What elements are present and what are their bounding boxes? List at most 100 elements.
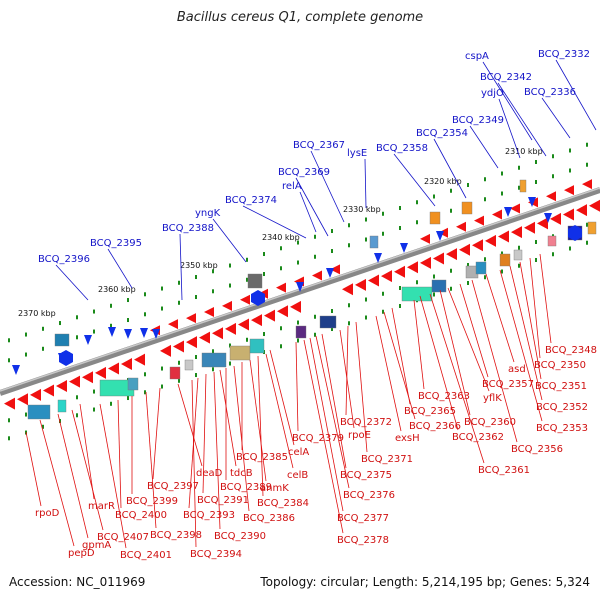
top-label-leader	[482, 61, 533, 141]
bottom-gene-label: BCQ_2360	[464, 417, 516, 428]
forward-gene-arrow	[296, 282, 304, 292]
bottom-label-leader	[71, 409, 104, 531]
track-dot	[348, 303, 350, 308]
top-gene-label: relA	[282, 181, 302, 192]
bottom-label-leader	[471, 279, 518, 443]
reverse-gene-arrow	[524, 221, 535, 234]
track-dot	[127, 396, 129, 401]
top-label-leader	[497, 82, 547, 157]
track-dot	[484, 177, 486, 182]
gene-block	[54, 333, 70, 347]
bottom-label-leader	[355, 321, 368, 453]
top-gene-label: BCQ_2388	[162, 223, 214, 234]
track-dot	[331, 229, 333, 234]
bottom-label-leader	[213, 371, 221, 530]
track-dot	[586, 162, 588, 167]
bottom-gene-label: celA	[288, 447, 309, 458]
track-dot	[280, 266, 282, 271]
gene-block	[27, 404, 51, 420]
track-dot	[127, 318, 129, 323]
track-dot	[467, 280, 469, 285]
top-gene-label: BCQ_2369	[278, 167, 330, 178]
track-dot	[144, 372, 146, 377]
gene-block	[295, 325, 307, 339]
bottom-label-leader	[25, 431, 42, 507]
gene-arrows	[4, 179, 600, 410]
track-dot	[365, 217, 367, 222]
track-dot	[382, 211, 384, 216]
bottom-gene-label: rpoE	[348, 430, 371, 441]
track-dot	[246, 277, 248, 282]
reverse-gene-arrow	[485, 234, 496, 247]
track-dot	[246, 257, 248, 262]
kbp-tick-label: 2350 kbp	[180, 261, 218, 270]
reverse-gene-arrow	[576, 204, 587, 217]
bottom-gene-label: BCQ_2384	[257, 498, 309, 509]
track-dot	[8, 436, 10, 441]
reverse-gene-arrow	[511, 226, 522, 239]
reverse-gene-arrow	[82, 371, 93, 384]
top-gene-label: BCQ_2367	[293, 140, 345, 151]
track-dot	[110, 401, 112, 406]
reverse-gene-arrow	[251, 314, 262, 327]
track-dot	[212, 289, 214, 294]
track-dot	[229, 263, 231, 268]
track-dot	[552, 174, 554, 179]
track-dot	[263, 332, 265, 337]
bottom-gene-label: BCQ_2378	[337, 535, 389, 546]
forward-gene-arrow	[504, 207, 512, 217]
gene-block	[319, 315, 337, 329]
reverse-gene-arrow	[498, 230, 509, 243]
bottom-label-leader	[485, 273, 515, 363]
reverse-gene-arrow	[264, 309, 275, 322]
bottom-gene-label: celB	[287, 470, 308, 481]
forward-gene-arrow	[544, 213, 552, 223]
gene-block	[184, 359, 194, 371]
bottom-gene-label: BCQ_2400	[115, 510, 167, 521]
track-dot	[42, 424, 44, 429]
track-dot	[8, 358, 10, 363]
reverse-gene-arrow	[212, 327, 223, 340]
track-dot	[161, 286, 163, 291]
reverse-gene-arrow	[240, 294, 250, 305]
top-label-leader	[212, 218, 247, 263]
bottom-gene-label: BCQ_2393	[183, 510, 235, 521]
track-dot	[229, 343, 231, 348]
track-dot	[229, 361, 231, 366]
track-dot	[25, 332, 27, 337]
track-dot	[314, 332, 316, 337]
track-dot	[25, 352, 27, 357]
track-dot	[484, 257, 486, 262]
gene-block	[475, 261, 487, 275]
gene-block	[57, 399, 67, 413]
reverse-gene-arrow	[474, 215, 484, 226]
track-dot	[212, 269, 214, 274]
reverse-gene-arrow	[589, 199, 600, 212]
track-dot	[161, 306, 163, 311]
track-dot	[416, 280, 418, 285]
track-dot	[484, 197, 486, 202]
track-dot	[552, 154, 554, 159]
top-label-leader	[555, 59, 597, 131]
bottom-label-leader	[499, 269, 543, 422]
bottom-gene-label: BCQ_2357	[482, 379, 534, 390]
track-dot	[314, 314, 316, 319]
track-dot	[25, 412, 27, 417]
track-dot	[280, 344, 282, 349]
reverse-gene-arrow	[225, 322, 236, 335]
track-dot	[501, 269, 503, 274]
reverse-gene-arrow	[394, 265, 405, 278]
track-dot	[297, 260, 299, 265]
top-gene-label: lysE	[347, 148, 367, 159]
reverse-gene-arrow	[492, 209, 502, 220]
bottom-gene-label: BCQ_2361	[478, 465, 530, 476]
reverse-gene-arrow	[30, 388, 41, 401]
bottom-gene-label: anmK	[260, 483, 289, 494]
bottom-label-leader	[295, 341, 299, 432]
track-dot	[569, 246, 571, 251]
kbp-tick-label: 2360 kbp	[98, 285, 136, 294]
track-dot	[450, 268, 452, 273]
track-dot	[76, 315, 78, 320]
